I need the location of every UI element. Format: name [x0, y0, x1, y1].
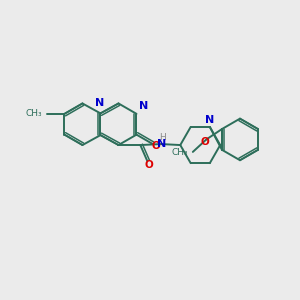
Text: O: O [152, 141, 160, 151]
Text: H: H [159, 133, 166, 142]
Text: CH₃: CH₃ [171, 148, 188, 158]
Text: CH₃: CH₃ [25, 109, 42, 118]
Text: O: O [201, 137, 210, 147]
Text: N: N [205, 115, 214, 125]
Text: N: N [95, 98, 104, 108]
Text: O: O [145, 160, 154, 170]
Text: N: N [158, 139, 167, 149]
Text: N: N [140, 101, 149, 111]
